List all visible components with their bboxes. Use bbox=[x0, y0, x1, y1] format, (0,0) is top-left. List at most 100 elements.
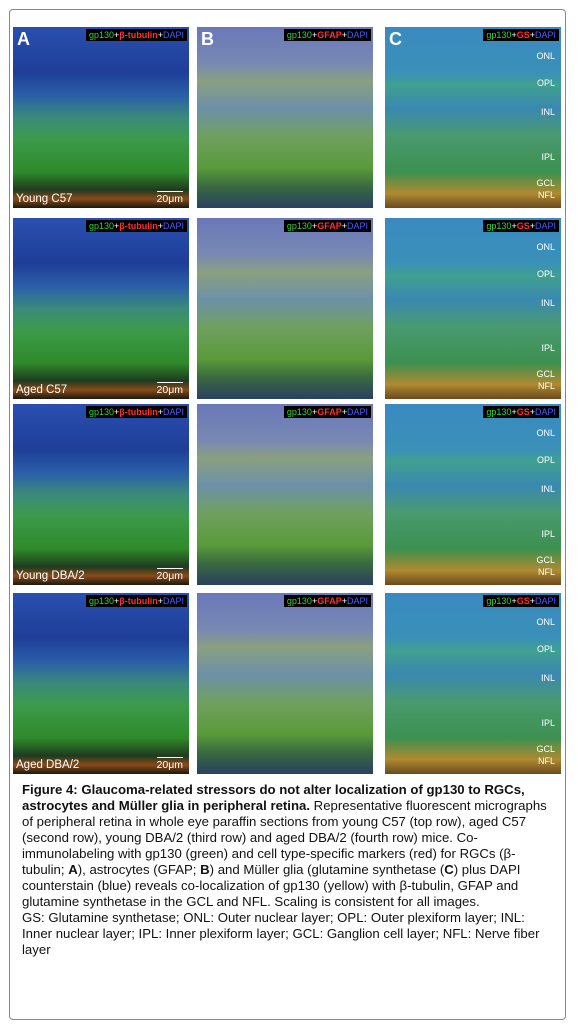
marker-part: DAPI bbox=[162, 221, 184, 231]
marker-part: + bbox=[311, 30, 318, 40]
marker-part: + bbox=[511, 596, 517, 606]
layer-label: NFL bbox=[537, 567, 555, 578]
marker-part: DAPI bbox=[346, 221, 368, 231]
layer-label: IPL bbox=[541, 343, 555, 354]
scale-bar: 20μm bbox=[156, 570, 183, 582]
figure-frame bbox=[9, 9, 566, 1020]
layer-label: INL bbox=[540, 673, 555, 684]
micrograph: gp130+β-tubulin+DAPI Young DBA/2 20μm bbox=[13, 404, 189, 585]
layer-label: GCL bbox=[536, 368, 555, 379]
micrograph: gp130+GFAP+DAPI bbox=[197, 593, 373, 774]
marker-part: + bbox=[113, 596, 120, 606]
scale-bar: 20μm bbox=[156, 193, 183, 205]
marker-part: GS bbox=[516, 30, 530, 40]
layer-label: IPL bbox=[541, 529, 555, 540]
caption-text: Representative fluorescent micrographs o… bbox=[22, 798, 547, 877]
marker-part: + bbox=[341, 407, 347, 417]
marker-part: + bbox=[529, 596, 535, 606]
abbreviations: GS: Glutamine synthetase; ONL: Outer nuc… bbox=[22, 910, 540, 957]
marker-part: DAPI bbox=[346, 596, 368, 606]
row-label: Young DBA/2 bbox=[16, 570, 85, 582]
layer-label: ONL bbox=[536, 241, 555, 252]
marker-label: gp130+GFAP+DAPI bbox=[283, 29, 371, 41]
caption: Figure 4: Glaucoma-related stressors do … bbox=[22, 782, 558, 958]
layer-label: NFL bbox=[537, 190, 555, 201]
marker-part: + bbox=[113, 407, 120, 417]
panel-letter: C bbox=[389, 29, 402, 49]
caption-text: ), astrocytes (GFAP; bbox=[77, 862, 201, 877]
caption-text: ) plus DAPI counterstain (blue) reveals … bbox=[22, 862, 521, 909]
marker-part: DAPI bbox=[534, 596, 556, 606]
marker-part: + bbox=[311, 221, 318, 231]
marker-part: β-tubulin bbox=[119, 221, 158, 231]
marker-part: DAPI bbox=[534, 407, 556, 417]
marker-part: + bbox=[157, 407, 163, 417]
marker-part: GS bbox=[516, 221, 530, 231]
micrograph: gp130+GFAP+DAPI bbox=[197, 404, 373, 585]
layer-label: OPL bbox=[536, 269, 555, 280]
layer-label: INL bbox=[540, 107, 555, 118]
marker-part: + bbox=[157, 30, 163, 40]
marker-part: gp130 bbox=[286, 30, 312, 40]
caption-paragraph: Figure 4: Glaucoma-related stressors do … bbox=[22, 782, 558, 910]
marker-label: gp130+GS+DAPI bbox=[483, 29, 559, 41]
marker-label: gp130+GS+DAPI bbox=[483, 220, 559, 232]
layer-label: GCL bbox=[536, 743, 555, 754]
marker-part: gp130 bbox=[286, 596, 312, 606]
micrograph: gp130+GS+DAPI ONL OPL INL IPL GCL NFL bbox=[385, 218, 561, 399]
marker-part: GS bbox=[516, 596, 530, 606]
layer-label: OPL bbox=[536, 455, 555, 466]
layer-label: INL bbox=[540, 298, 555, 309]
layer-label: GCL bbox=[536, 177, 555, 188]
marker-part: DAPI bbox=[534, 30, 556, 40]
marker-part: gp130 bbox=[88, 30, 114, 40]
layer-label: NFL bbox=[537, 381, 555, 392]
layer-label: OPL bbox=[536, 78, 555, 89]
marker-part: gp130 bbox=[286, 407, 312, 417]
marker-label: gp130+β-tubulin+DAPI bbox=[85, 220, 187, 232]
caption-text: B bbox=[200, 862, 210, 877]
scale-bar: 20μm bbox=[156, 384, 183, 396]
marker-part: + bbox=[341, 221, 347, 231]
marker-part: + bbox=[113, 221, 120, 231]
marker-part: GFAP bbox=[317, 221, 342, 231]
caption-text: A bbox=[68, 862, 78, 877]
marker-part: gp130 bbox=[88, 221, 114, 231]
scale-bar: 20μm bbox=[156, 759, 183, 771]
micrograph: gp130+GS+DAPI ONL OPL INL IPL GCL NFL bbox=[385, 593, 561, 774]
row-label: Young C57 bbox=[16, 193, 73, 205]
marker-label: gp130+GFAP+DAPI bbox=[283, 220, 371, 232]
marker-label: gp130+β-tubulin+DAPI bbox=[85, 595, 187, 607]
marker-label: gp130+GFAP+DAPI bbox=[283, 406, 371, 418]
micrograph: gp130+β-tubulin+DAPI Aged DBA/2 20μm bbox=[13, 593, 189, 774]
marker-part: gp130 bbox=[88, 407, 114, 417]
micrograph: gp130+GFAP+DAPI bbox=[197, 218, 373, 399]
marker-part: DAPI bbox=[162, 30, 184, 40]
micrograph: gp130+β-tubulin+DAPI Aged C57 20μm bbox=[13, 218, 189, 399]
marker-label: gp130+GS+DAPI bbox=[483, 595, 559, 607]
marker-part: DAPI bbox=[162, 596, 184, 606]
layer-label: ONL bbox=[536, 427, 555, 438]
marker-part: DAPI bbox=[346, 407, 368, 417]
caption-body: Representative fluorescent micrographs o… bbox=[22, 798, 547, 909]
marker-part: β-tubulin bbox=[119, 407, 158, 417]
marker-part: GFAP bbox=[317, 30, 342, 40]
marker-part: + bbox=[341, 596, 347, 606]
marker-part: + bbox=[311, 407, 318, 417]
marker-label: gp130+GS+DAPI bbox=[483, 406, 559, 418]
marker-part: + bbox=[311, 596, 318, 606]
marker-part: + bbox=[157, 221, 163, 231]
marker-part: DAPI bbox=[346, 30, 368, 40]
marker-part: gp130 bbox=[286, 221, 312, 231]
layer-label: IPL bbox=[541, 152, 555, 163]
layer-label: GCL bbox=[536, 554, 555, 565]
marker-part: GFAP bbox=[317, 407, 342, 417]
marker-label: gp130+GFAP+DAPI bbox=[283, 595, 371, 607]
marker-part: gp130 bbox=[486, 407, 512, 417]
marker-label: gp130+β-tubulin+DAPI bbox=[85, 406, 187, 418]
layer-label: NFL bbox=[537, 756, 555, 767]
